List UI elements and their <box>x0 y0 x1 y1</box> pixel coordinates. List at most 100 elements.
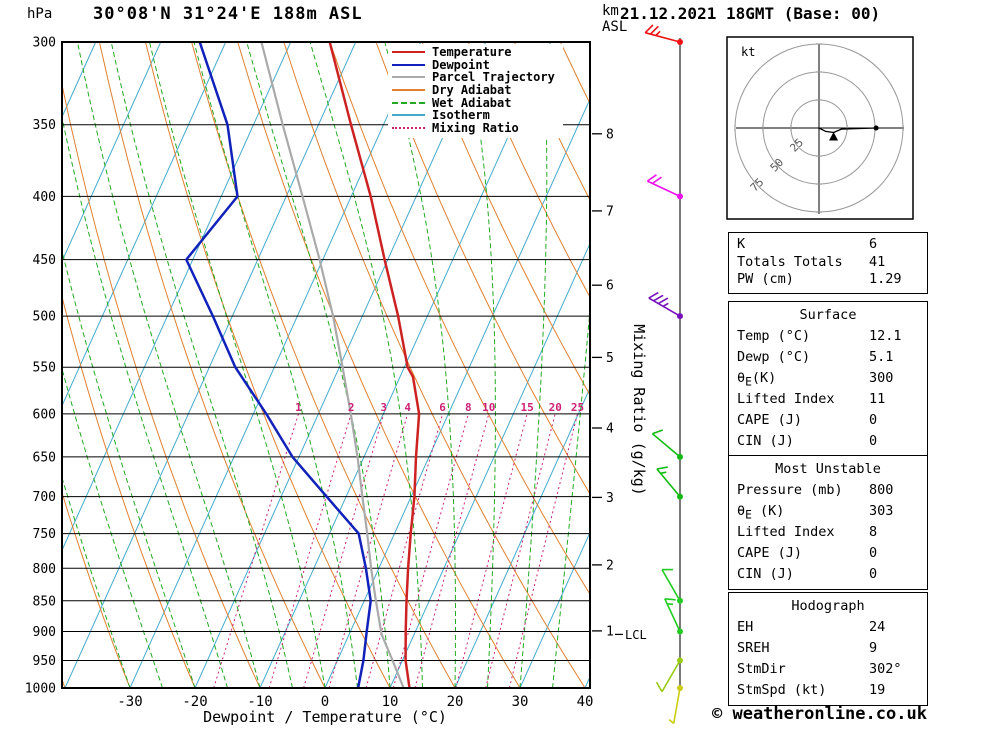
wind-barb <box>644 24 683 45</box>
row-value: 0 <box>869 545 878 561</box>
wet-adiabat-line <box>62 475 131 688</box>
row-label: Pressure (mb) <box>737 482 843 498</box>
isobars-group <box>62 124 590 661</box>
most-unstable-table: Most Unstable Pressure (mb) 800 θE (K) 303 Li… <box>728 455 928 590</box>
legend-item-label: Mixing Ratio <box>432 120 519 135</box>
wet-adiabat-line <box>552 305 590 688</box>
hodograph-trace <box>818 127 877 134</box>
temp-tick-label: 10 <box>382 694 399 710</box>
mixing-ratio-label: 3 <box>380 401 387 414</box>
run-datetime-title: 21.12.2021 18GMT (Base: 00) <box>620 4 881 23</box>
barb-feather-full <box>653 294 664 302</box>
pressure-tick-label: 400 <box>33 190 56 205</box>
legend-item: Temperature <box>392 45 555 59</box>
dry-adiabat-line <box>653 42 710 688</box>
table-row: Lifted Index 8 <box>729 522 927 543</box>
legend-item: Wet Adiabat <box>392 96 555 110</box>
row-label: CIN (J) <box>737 566 794 582</box>
dry-adiabat-line <box>421 42 590 396</box>
altitude-axis-unit: km ASL <box>602 3 627 35</box>
row-label: Totals Totals <box>737 253 843 270</box>
km-axis: 8 7 6 5 4 3 2 1 LCL <box>592 127 647 642</box>
dewpoint-curve <box>185 42 372 688</box>
table-title: Hodograph <box>791 598 865 614</box>
row-label: K <box>737 236 746 252</box>
row-label: PW (cm) <box>737 271 794 287</box>
surface-table: Surface Temp (°C) 12.1 Dewp (°C) 5.1 θE(K) 300… <box>728 301 928 457</box>
barb-feather-half <box>660 471 667 475</box>
temp-tick-label: 30 <box>512 694 529 710</box>
legend-line-sample <box>392 101 425 104</box>
km-tick-label: 8 <box>606 127 614 142</box>
row-value: 5.1 <box>869 349 894 365</box>
mixing-ratio-label: 20 <box>549 401 562 414</box>
pressure-tick-label: 850 <box>33 594 56 609</box>
mixing-ratio-axis-label: Mixing Ratio (g/kg) <box>630 324 648 496</box>
km-tick-label: 7 <box>606 204 614 219</box>
pressure-tick-label: 600 <box>33 407 56 422</box>
row-value: 0 <box>869 412 878 428</box>
table-row: Totals Totals 41 <box>729 254 927 272</box>
temperature-axis-label: Dewpoint / Temperature (°C) <box>203 708 447 726</box>
lcl-label: LCL <box>625 628 647 642</box>
barb-feather-half <box>667 603 674 606</box>
barb-staff <box>647 180 681 198</box>
pressure-tick-label: 300 <box>33 36 56 51</box>
row-value: 300 <box>869 370 894 386</box>
dry-adiabat-line <box>98 42 326 688</box>
row-label: CIN (J) <box>737 433 794 449</box>
legend-item: Mixing Ratio <box>392 120 555 135</box>
barb-staff <box>661 660 681 693</box>
hodograph-ring <box>734 43 904 213</box>
isotherm-line <box>454 386 590 688</box>
dry-adiabat-line <box>607 42 711 688</box>
row-label: EH <box>737 619 754 635</box>
row-label: SREH <box>737 640 770 656</box>
legend-item: Isotherm <box>392 108 555 122</box>
row-value: 8 <box>869 524 878 540</box>
barb-staff <box>661 569 681 602</box>
wet-adiabat-line <box>149 42 326 688</box>
wind-barb <box>648 291 683 320</box>
row-label: StmSpd (kt) <box>737 682 827 698</box>
barb-staff <box>656 468 681 498</box>
mixing-ratio-label: 4 <box>404 401 411 414</box>
row-value: 11 <box>869 391 886 407</box>
mixing-ratio-line <box>213 413 299 688</box>
pressure-tick-label: 550 <box>33 361 56 376</box>
row-value: 12.1 <box>869 328 902 344</box>
wind-barb-column <box>644 24 683 725</box>
temp-tick-label: -20 <box>182 694 207 710</box>
km-tick-label: 6 <box>606 279 614 294</box>
row-value: 6 <box>869 236 878 252</box>
legend-line-sample <box>392 114 425 117</box>
table-row: Pressure (mb) 800 <box>729 480 927 501</box>
row-value: 9 <box>869 640 878 656</box>
row-value: 0 <box>869 433 878 449</box>
temp-tick-label: -30 <box>117 694 142 710</box>
table-row: EH 24 <box>729 617 927 638</box>
wet-adiabat-line <box>309 42 423 688</box>
km-tick-label: 4 <box>606 422 614 437</box>
copyright-link[interactable]: © weatheronline.co.uk <box>712 704 927 724</box>
hodograph-border <box>726 36 914 220</box>
mixing-ratio-line <box>328 413 409 688</box>
mixing-ratio-line <box>414 413 490 688</box>
mixing-ratio-line <box>392 413 469 688</box>
mixing-ratio-label: 10 <box>482 401 495 414</box>
legend-line-sample <box>392 126 425 129</box>
km-tick-label: 2 <box>606 558 614 573</box>
wet-adiabat-line <box>465 42 496 688</box>
legend-item-label: Parcel Trajectory <box>432 70 555 85</box>
km-tick-label: 5 <box>606 351 614 366</box>
barb-feather-full <box>656 466 668 470</box>
table-row: Temp (°C) 12.1 <box>729 326 927 347</box>
table-row: PW (cm) 1.29 <box>729 271 927 289</box>
barb-staff <box>644 31 681 43</box>
row-value: 800 <box>869 482 894 498</box>
isotherm-line <box>62 42 292 552</box>
dry-adiabat-line <box>329 42 590 596</box>
